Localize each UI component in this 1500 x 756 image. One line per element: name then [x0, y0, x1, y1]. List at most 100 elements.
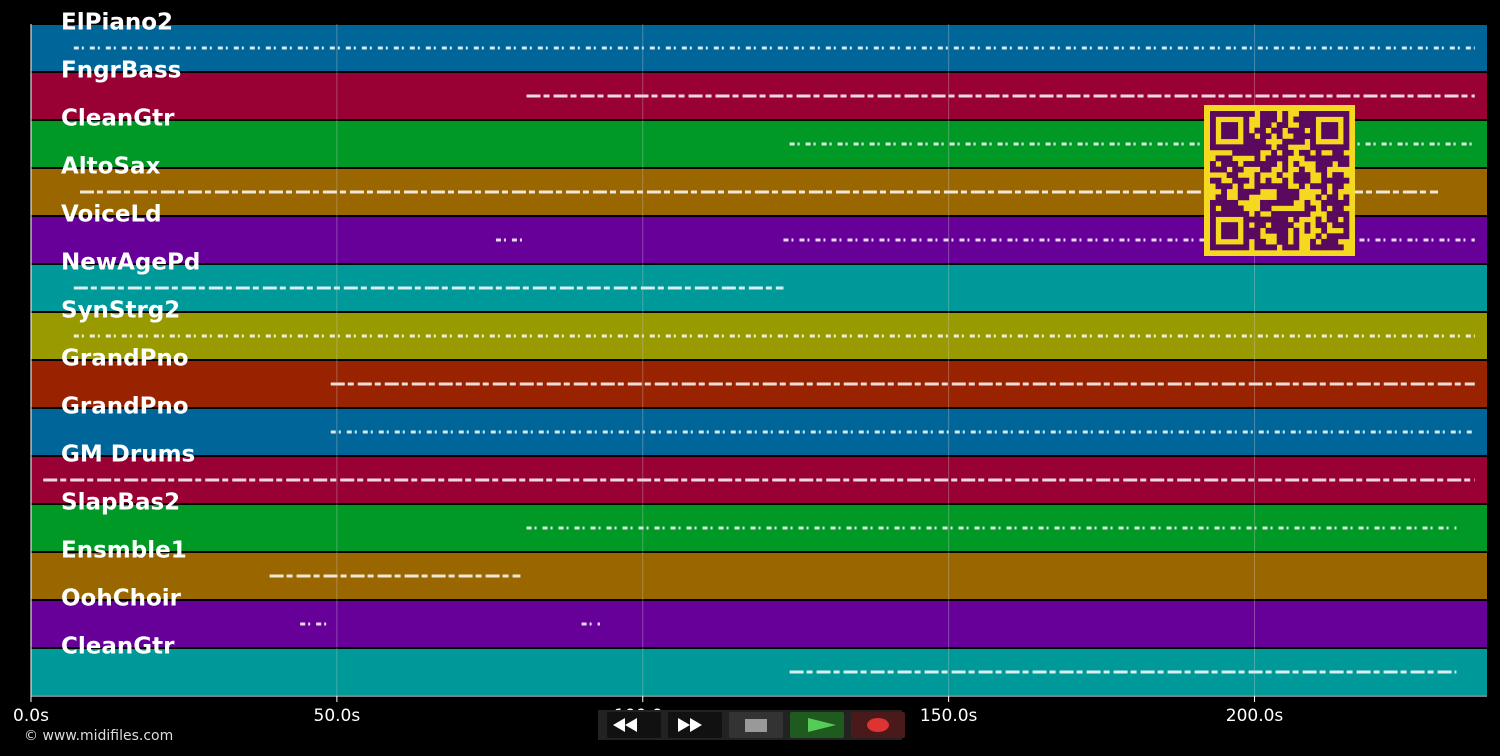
qr-module: [1232, 199, 1239, 206]
qr-module: [1243, 177, 1250, 184]
qr-module: [1271, 161, 1278, 167]
qr-module: [1232, 133, 1239, 140]
qr-module: [1254, 127, 1261, 134]
qr-module: [1321, 222, 1328, 229]
qr-module: [1310, 127, 1316, 134]
record-button[interactable]: [851, 712, 905, 738]
rewind-icon[interactable]: [613, 718, 637, 732]
track-name: ElPiano2: [61, 10, 173, 36]
record-icon[interactable]: [867, 718, 889, 732]
qr-module: [1260, 138, 1266, 145]
qr-module: [1265, 199, 1272, 206]
qr-code: [1204, 105, 1355, 256]
qr-module: [1248, 188, 1255, 195]
qr-module: [1260, 161, 1266, 167]
qr-module: [1337, 155, 1344, 162]
qr-module: [1298, 183, 1305, 190]
qr-module: [1321, 205, 1328, 212]
qr-module: [1265, 244, 1272, 251]
qr-module: [1310, 155, 1316, 162]
qr-module: [1232, 177, 1239, 184]
qr-module: [1326, 133, 1333, 140]
rewind-button[interactable]: [607, 712, 661, 738]
qr-module: [1243, 233, 1250, 240]
qr-module: [1298, 111, 1305, 117]
qr-module: [1332, 122, 1339, 128]
qr-module: [1315, 222, 1322, 229]
qr-module: [1332, 211, 1339, 217]
qr-module: [1221, 244, 1227, 251]
qr-module: [1237, 177, 1244, 184]
qr-module: [1260, 183, 1266, 190]
qr-module: [1271, 155, 1278, 162]
qr-module: [1321, 183, 1328, 190]
qr-module: [1210, 166, 1216, 173]
track-row: [31, 313, 1487, 359]
qr-module: [1293, 116, 1300, 123]
forward-icon[interactable]: [678, 718, 702, 732]
qr-module: [1232, 166, 1239, 173]
qr-module: [1260, 122, 1266, 128]
qr-module: [1226, 227, 1233, 234]
qr-module: [1315, 111, 1322, 117]
qr-module: [1260, 166, 1266, 173]
qr-module: [1321, 244, 1328, 251]
qr-module: [1332, 188, 1339, 195]
qr-module: [1210, 144, 1216, 151]
qr-module: [1215, 166, 1222, 173]
qr-module: [1337, 233, 1344, 240]
transport-controls: [598, 710, 905, 740]
qr-module: [1260, 116, 1266, 123]
qr-module: [1271, 149, 1278, 156]
qr-module: [1254, 183, 1261, 190]
qr-module: [1248, 227, 1255, 234]
qr-module: [1221, 194, 1227, 201]
qr-module: [1215, 155, 1222, 162]
qr-module: [1332, 244, 1339, 251]
qr-module: [1276, 172, 1283, 179]
play-button[interactable]: [790, 712, 844, 738]
qr-module: [1210, 216, 1216, 223]
qr-module: [1287, 211, 1294, 217]
qr-module: [1337, 177, 1344, 184]
qr-module: [1315, 155, 1322, 162]
qr-module: [1315, 161, 1322, 167]
fast-forward-button[interactable]: [668, 712, 722, 738]
qr-module: [1243, 227, 1250, 234]
stop-button[interactable]: [729, 712, 783, 738]
qr-module: [1321, 199, 1328, 206]
qr-module: [1265, 116, 1272, 123]
qr-module: [1343, 233, 1350, 240]
qr-module: [1332, 127, 1339, 134]
qr-module: [1343, 177, 1350, 184]
qr-module: [1298, 177, 1305, 184]
qr-module: [1293, 244, 1300, 251]
track-name: CleanGtr: [61, 634, 175, 660]
track-name: Ensmble1: [61, 538, 187, 564]
qr-module: [1221, 183, 1227, 190]
qr-module: [1210, 122, 1216, 128]
qr-module: [1248, 216, 1255, 223]
qr-module: [1232, 205, 1239, 212]
qr-module: [1243, 149, 1250, 156]
qr-module: [1254, 233, 1261, 240]
qr-module: [1276, 222, 1283, 229]
qr-module: [1260, 244, 1266, 251]
qr-module: [1326, 194, 1333, 201]
qr-module: [1287, 199, 1294, 206]
qr-module: [1210, 199, 1216, 206]
play-icon[interactable]: [808, 718, 836, 732]
qr-module: [1310, 138, 1316, 145]
qr-module: [1282, 116, 1289, 123]
qr-module: [1260, 222, 1266, 229]
qr-module: [1287, 244, 1294, 251]
qr-module: [1276, 227, 1283, 234]
qr-module: [1332, 111, 1339, 117]
stop-icon[interactable]: [745, 719, 767, 732]
track-name: SynStrg2: [61, 298, 180, 324]
qr-module: [1265, 144, 1272, 151]
qr-module: [1232, 172, 1239, 179]
qr-module: [1337, 111, 1344, 117]
qr-module: [1337, 244, 1344, 251]
